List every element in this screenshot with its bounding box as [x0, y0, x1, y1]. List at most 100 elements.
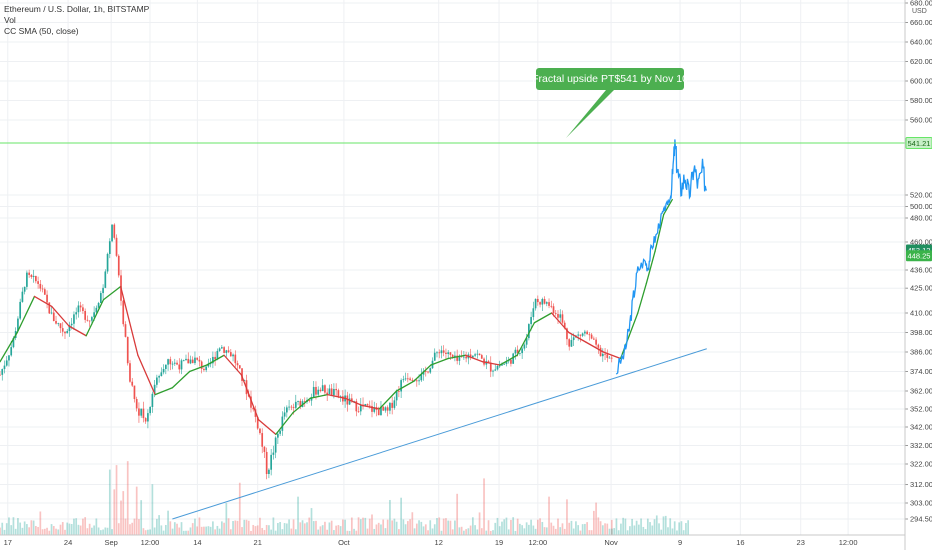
x-tick-label: 12	[435, 538, 443, 547]
volume-bar	[629, 526, 631, 535]
volume-bar	[142, 528, 145, 535]
volume-bar	[209, 526, 212, 535]
candle-body	[317, 389, 320, 395]
sma-segment	[585, 341, 604, 353]
candle-body	[122, 300, 125, 325]
volume-bar	[156, 518, 158, 535]
volume-bar	[196, 526, 199, 535]
candle-body	[422, 371, 425, 375]
candle-body	[234, 354, 237, 364]
volume-bar	[543, 527, 546, 535]
volume-bar	[476, 529, 479, 535]
volume-bar	[521, 525, 523, 535]
volume-bar	[532, 525, 535, 535]
sma-segment	[499, 354, 518, 366]
volume-bar	[70, 524, 73, 535]
candle-body	[97, 303, 100, 308]
volume-bar	[364, 517, 367, 535]
candle-body	[212, 356, 214, 364]
y-tick-label: 362.00	[910, 387, 932, 396]
candle-body	[274, 437, 277, 453]
legend-sma[interactable]: CC SMA (50, close)	[4, 26, 79, 36]
sma-segment	[0, 331, 18, 363]
volume-bar	[216, 525, 219, 535]
volume-bar	[433, 524, 436, 535]
candle-body	[348, 398, 351, 405]
volume-bar	[281, 529, 284, 535]
candle-body	[84, 310, 87, 320]
volume-bar	[346, 530, 349, 535]
candle-body	[606, 354, 609, 358]
volume-bar	[19, 522, 22, 535]
candle-body	[530, 317, 532, 325]
y-tick-label: 410.00	[910, 309, 932, 318]
candle-body	[252, 407, 255, 410]
volume-bar	[111, 529, 113, 535]
volume-bar	[61, 522, 64, 535]
volume-bar	[429, 520, 432, 535]
annotation-callout[interactable]: Fractal upside PT$541 by Nov 10	[532, 68, 688, 90]
candle-body	[3, 365, 6, 370]
volume-bar	[238, 482, 241, 535]
volume-bar	[420, 521, 423, 535]
candle-body	[43, 289, 46, 295]
volume-bar	[160, 525, 163, 535]
candle-body	[140, 408, 143, 416]
volume-bar	[66, 522, 69, 535]
volume-bar	[581, 524, 584, 535]
candle-body	[144, 418, 147, 422]
volume-bar	[651, 525, 654, 535]
volume-bar	[422, 526, 425, 535]
candle-body	[198, 359, 201, 362]
sma-segment	[568, 331, 587, 343]
volume-bar	[646, 518, 649, 535]
volume-bar	[158, 515, 160, 535]
candle-body	[424, 371, 427, 373]
candle-body	[19, 301, 22, 319]
volume-bar	[685, 523, 687, 535]
candle-body	[294, 401, 297, 408]
volume-bar	[552, 525, 555, 535]
volume-bar	[46, 527, 48, 535]
volume-bar	[460, 526, 463, 535]
volume-bar	[637, 524, 640, 535]
volume-bar	[43, 528, 46, 535]
volume-bar	[465, 529, 467, 535]
volume-bar	[95, 518, 98, 535]
candle-body	[189, 359, 192, 364]
candle-body	[438, 352, 441, 354]
sma-segment	[51, 305, 70, 327]
annotation-text: Fractal upside PT$541 by Nov 10	[532, 73, 688, 85]
volume-bar	[234, 520, 237, 535]
legend-symbol[interactable]: Ethereum / U.S. Dollar, 1h, BITSTAMP	[4, 4, 150, 14]
volume-bar	[357, 517, 360, 535]
legend-volume[interactable]: Vol	[4, 15, 16, 25]
volume-bar	[382, 519, 385, 535]
volume-bar	[498, 526, 501, 535]
candle-body	[563, 322, 566, 329]
volume-bar	[373, 528, 376, 535]
volume-bar	[294, 529, 297, 535]
volume-bar	[10, 525, 13, 535]
volume-bar	[563, 528, 566, 535]
candle-body	[550, 305, 553, 307]
candle-body	[548, 302, 550, 306]
volume-bar	[586, 522, 588, 535]
y-tick-label: 342.00	[910, 423, 932, 432]
sma-segment	[533, 312, 553, 324]
candle-body	[395, 391, 398, 401]
candle-body	[557, 314, 559, 318]
x-tick-label: Nov	[604, 538, 618, 547]
sma-segment	[516, 322, 536, 356]
candle-body	[449, 352, 452, 355]
volume-bar	[178, 527, 181, 535]
volume-bar	[635, 520, 638, 535]
candle-body	[82, 307, 84, 311]
volume-bar	[467, 528, 470, 535]
candle-body	[46, 294, 48, 303]
candle-body	[333, 388, 335, 396]
volume-bar	[572, 528, 575, 535]
volume-bar	[404, 524, 407, 535]
